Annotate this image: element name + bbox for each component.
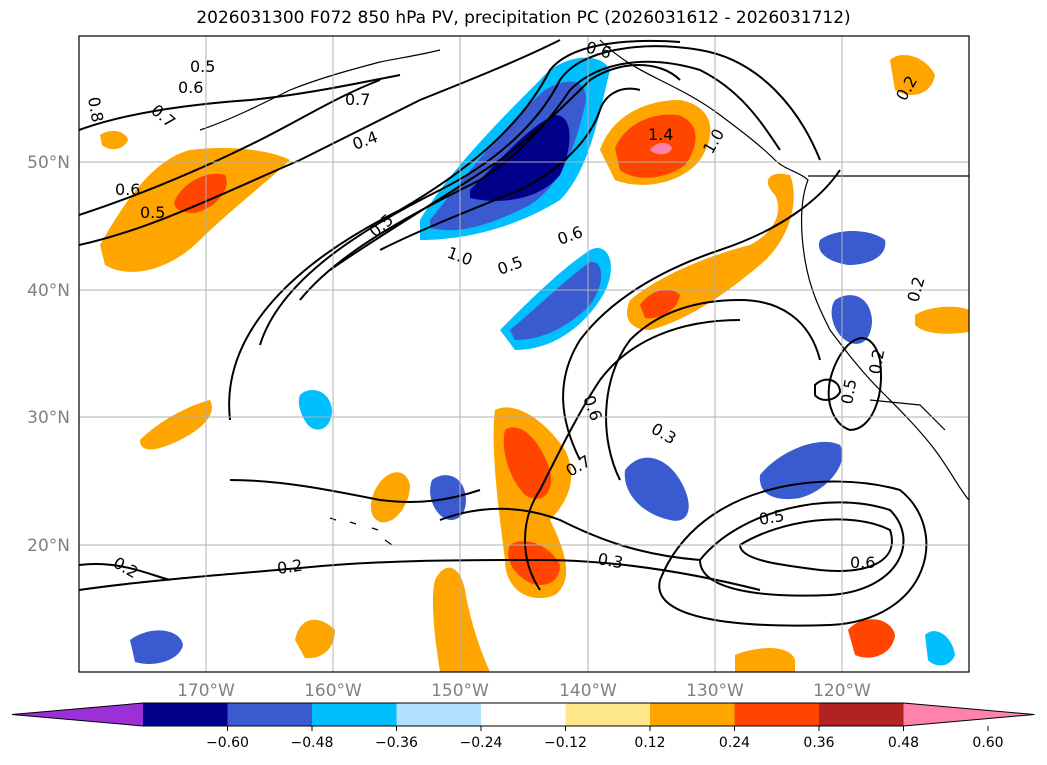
contour-label: 0.8 bbox=[84, 95, 107, 123]
colorbar-tick-label: 0.48 bbox=[888, 735, 919, 751]
positive-anomaly-northeast bbox=[890, 55, 935, 95]
positive-anomaly-east bbox=[915, 306, 969, 334]
positive-anomaly-offshore-core bbox=[640, 289, 680, 319]
border-us-mexico bbox=[869, 399, 946, 431]
map-title: 2026031300 F072 850 hPa PV, precipitatio… bbox=[196, 8, 851, 28]
lon-tick-label: 140°W bbox=[559, 681, 617, 701]
colorbar-tick-label: 0.36 bbox=[803, 735, 834, 751]
contour-label: 0.5 bbox=[190, 57, 215, 76]
contour-label: 0.3 bbox=[596, 549, 624, 572]
pv-contour-line bbox=[79, 563, 171, 581]
positive-anomaly-subtropical bbox=[140, 400, 212, 450]
pv-contour-line bbox=[259, 45, 821, 346]
positive-anomaly-alaska-max bbox=[650, 142, 672, 155]
pv-contours bbox=[79, 39, 928, 627]
negative-anomaly-midwest bbox=[298, 390, 332, 430]
colorbar-tick-label: −0.12 bbox=[544, 735, 587, 751]
colorbar-extend-min bbox=[12, 703, 143, 726]
colorbar-tick-label: −0.24 bbox=[460, 735, 503, 751]
positive-anomaly-western-core bbox=[174, 173, 227, 213]
positive-anomaly-bottom-center bbox=[735, 648, 795, 672]
pv-contour-line bbox=[524, 319, 741, 591]
positive-anomaly-hawaii-west bbox=[370, 472, 410, 523]
lon-tick-label: 130°W bbox=[686, 681, 744, 701]
colorbar-tick-label: −0.36 bbox=[375, 735, 418, 751]
lon-tick-label: 170°W bbox=[177, 681, 235, 701]
lat-tick-label: 40°N bbox=[27, 281, 70, 301]
colorbar-segment bbox=[396, 703, 481, 726]
pv-contour-line bbox=[738, 518, 893, 572]
pv-contour-line bbox=[299, 60, 781, 301]
precipitation-shading bbox=[100, 55, 969, 672]
contour-label: 0.5 bbox=[837, 377, 860, 405]
colorbar-segment bbox=[650, 703, 735, 726]
pv-contour-line bbox=[79, 74, 401, 131]
colorbar-tick-label: 0.24 bbox=[719, 735, 750, 751]
pv-contour-line bbox=[228, 39, 681, 421]
contour-label: 0.2 bbox=[276, 556, 304, 578]
positive-anomaly-south bbox=[432, 567, 490, 672]
pv-contour-line bbox=[698, 501, 905, 597]
colorbar-tick-label: 0.60 bbox=[972, 735, 1003, 751]
colorbar-segment bbox=[312, 703, 397, 726]
positive-anomaly-south-east bbox=[848, 619, 895, 658]
colorbar-extend-max bbox=[903, 703, 1035, 726]
positive-anomaly-northwest-speck bbox=[100, 130, 128, 150]
negative-anomaly-southeast-corner bbox=[925, 631, 955, 666]
contour-label: 0.5 bbox=[140, 203, 165, 222]
pv-contour-line bbox=[658, 480, 928, 627]
colorbar-outline bbox=[11, 702, 1035, 727]
pv-contour-line bbox=[379, 87, 641, 251]
lat-tick-label: 30°N bbox=[27, 408, 70, 428]
negative-anomaly-southwest bbox=[130, 630, 183, 665]
longitude-labels: 170°W 160°W 150°W 140°W 130°W 120°W bbox=[177, 681, 871, 701]
lat-tick-label: 50°N bbox=[27, 153, 70, 173]
positive-anomaly-south-central-core bbox=[503, 427, 551, 499]
latitude-labels: 50°N 40°N 30°N 20°N bbox=[27, 153, 70, 556]
colorbar-segment bbox=[565, 703, 650, 726]
contour-label: 0.6 bbox=[850, 553, 875, 572]
contour-label: 0.5 bbox=[757, 506, 785, 529]
contour-label: 1.4 bbox=[648, 125, 673, 144]
negative-anomaly-southeast bbox=[759, 441, 843, 500]
contour-label: 0.2 bbox=[865, 347, 888, 375]
gridlines bbox=[79, 36, 969, 672]
pv-contour-line bbox=[814, 378, 842, 401]
contour-label: 0.6 bbox=[115, 180, 140, 199]
lon-tick-label: 120°W bbox=[813, 681, 871, 701]
pv-contour-line bbox=[605, 298, 821, 481]
colorbar-segment bbox=[143, 703, 228, 726]
positive-anomaly-south-central-core-2 bbox=[508, 541, 560, 585]
colorbar-tick-label: −0.48 bbox=[291, 735, 334, 751]
contour-label: 0.6 bbox=[178, 78, 203, 97]
colorbar-tick-label: 0.12 bbox=[634, 735, 665, 751]
colorbar-segment bbox=[227, 703, 312, 726]
pv-contour-line bbox=[439, 507, 701, 561]
lon-tick-label: 160°W bbox=[304, 681, 362, 701]
pv-contour-line bbox=[229, 479, 481, 503]
colorbar: −0.60 −0.48 −0.36 −0.24 −0.12 0.12 0.24 0.36 0.4… bbox=[11, 702, 1035, 751]
positive-anomaly-south-west bbox=[295, 619, 335, 659]
negative-anomaly-central-core bbox=[510, 261, 602, 340]
coastline-aleutian-islands bbox=[199, 49, 441, 131]
lat-tick-label: 20°N bbox=[27, 536, 70, 556]
map-frame bbox=[78, 35, 970, 673]
colorbar-segment bbox=[819, 703, 904, 726]
negative-anomaly-south-central bbox=[624, 457, 689, 521]
colorbar-tick-label: −0.60 bbox=[206, 735, 249, 751]
pv-contour-line bbox=[79, 558, 761, 591]
pv-contour-line bbox=[79, 79, 381, 216]
colorbar-segment bbox=[481, 703, 566, 726]
contour-label: 0.7 bbox=[345, 90, 370, 109]
lon-tick-label: 150°W bbox=[431, 681, 489, 701]
pv-contour-line bbox=[79, 39, 561, 246]
negative-anomaly-gulf-of-alaska-max bbox=[470, 115, 570, 201]
pv-contour-line bbox=[562, 169, 841, 461]
negative-anomaly-coast-north bbox=[818, 231, 886, 265]
colorbar-segment bbox=[734, 703, 819, 726]
pv-contour-line bbox=[827, 337, 882, 432]
